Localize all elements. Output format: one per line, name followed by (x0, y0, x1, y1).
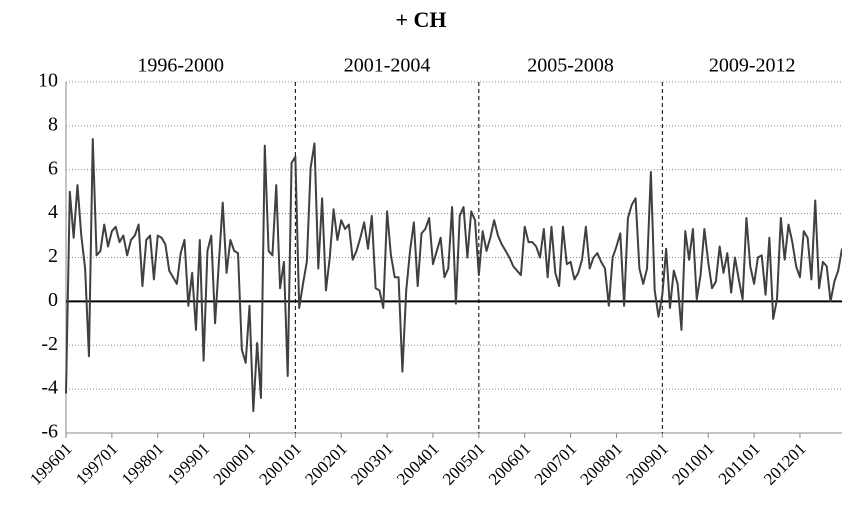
x-tick-label: 201001 (668, 439, 717, 488)
x-tick-label: 200201 (301, 439, 350, 488)
period-label: 2001-2004 (344, 55, 431, 77)
x-tick-label: 199801 (118, 439, 167, 488)
x-tick-label: 201201 (760, 439, 809, 488)
y-tick-label: 4 (48, 201, 58, 223)
x-tick-label: 200001 (210, 439, 259, 488)
x-tick-label: 199901 (164, 439, 213, 488)
period-label: 2009-2012 (709, 55, 796, 77)
y-tick-label: 8 (48, 113, 58, 135)
x-tick-label: 201101 (715, 439, 764, 488)
x-tick-label: 200401 (393, 439, 442, 488)
x-tick-label: 200101 (255, 439, 304, 488)
y-tick-label: 0 (48, 289, 58, 311)
x-tick-label: 200301 (347, 439, 396, 488)
y-tick-label: -6 (41, 421, 58, 443)
y-tick-label: -4 (41, 377, 58, 399)
y-tick-label: 10 (38, 70, 58, 92)
period-label: 2005-2008 (527, 55, 614, 77)
period-label: 1996-2000 (137, 55, 224, 77)
x-tick-label: 200701 (531, 439, 580, 488)
y-tick-label: 2 (48, 245, 58, 267)
chart-title: + CH (395, 7, 446, 32)
x-tick-label: 200901 (622, 439, 671, 488)
y-tick-label: 6 (48, 157, 58, 179)
x-tick-label: 200601 (485, 439, 534, 488)
data-line (65, 138, 842, 413)
x-tick-label: 200801 (577, 439, 626, 488)
y-tick-label: -2 (41, 333, 58, 355)
x-tick-label: 200501 (439, 439, 488, 488)
x-tick-label: 199601 (26, 439, 75, 488)
x-tick-label: 199701 (72, 439, 121, 488)
